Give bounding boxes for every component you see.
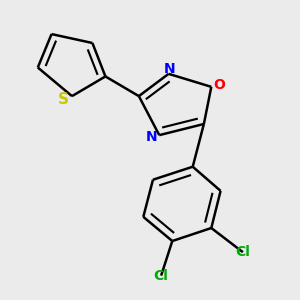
Text: O: O: [214, 78, 225, 92]
Text: S: S: [58, 92, 69, 106]
Text: Cl: Cl: [154, 268, 169, 283]
Text: N: N: [164, 62, 176, 76]
Text: Cl: Cl: [236, 245, 250, 259]
Text: N: N: [145, 130, 157, 144]
